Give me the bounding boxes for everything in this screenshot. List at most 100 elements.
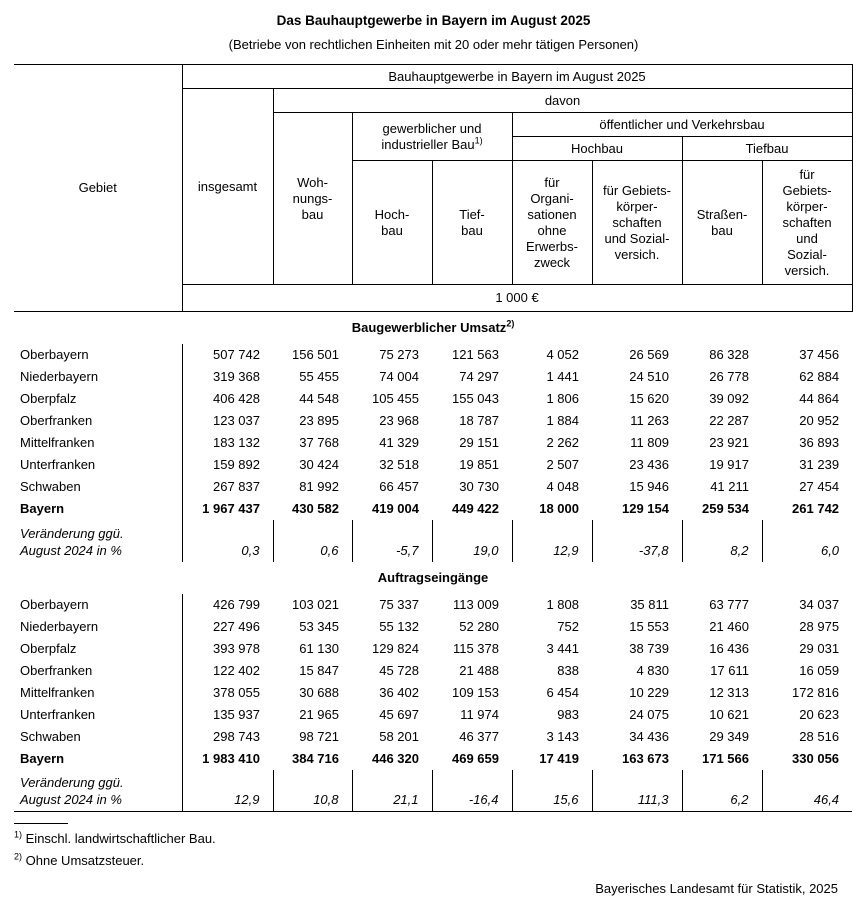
value-cell: 39 092: [709, 391, 749, 406]
table-row: Oberpfalz 393 978 61 130 129 824 115 378 3 44…: [14, 637, 852, 660]
value-cell: 21 965: [299, 707, 339, 722]
region-label: Mittelfranken: [14, 431, 183, 454]
value-cell: 74 004: [379, 369, 419, 384]
table-row: Unterfranken 159 892 30 424 32 518 19 851 2 5…: [14, 453, 852, 476]
value-cell: 44 864: [799, 391, 840, 406]
header-span-bauhauptgewerbe: Bauhauptgewerbe in Bayern im August 2025: [181, 64, 853, 89]
value-cell: 156 501: [292, 347, 339, 362]
value-cell: 61 130: [299, 641, 339, 656]
value-cell: 34 436: [629, 729, 669, 744]
value-cell: 10 621: [709, 707, 749, 722]
value-cell: 2 262: [546, 435, 579, 450]
change-value-cell: 10,8: [272, 769, 352, 812]
table-row: Oberbayern 507 742 156 501 75 273 121 563 4 0…: [14, 343, 852, 366]
value-cell: 103 021: [292, 597, 339, 612]
value-cell: 3 143: [546, 729, 579, 744]
value-cell: 41 211: [710, 479, 749, 494]
change-value-cell: 111,3: [591, 769, 682, 812]
section-title-row: Auftragseingänge: [14, 562, 852, 594]
value-cell: 155 043: [452, 391, 499, 406]
column-header-hochbau: Hoch- bau: [351, 160, 433, 285]
value-cell: 19 917: [709, 457, 749, 472]
table-row: Oberpfalz 406 428 44 548 105 455 155 043 1 80…: [14, 387, 852, 410]
change-value-cell: 8,2: [681, 519, 762, 562]
value-cell: 41 329: [379, 435, 419, 450]
change-row: Veränderung ggü. August 2024 in % 12,9 10,…: [14, 769, 853, 812]
table-row: Mittelfranken 183 132 37 768 41 329 29 151 2 …: [14, 431, 852, 454]
value-cell: 430 582: [292, 501, 339, 516]
value-cell: 15 620: [629, 391, 669, 406]
value-cell: 81 992: [299, 479, 339, 494]
change-value-cell: 12,9: [511, 519, 592, 562]
value-cell: 115 378: [452, 641, 499, 656]
table-row: Oberbayern 426 799 103 021 75 337 113 009 1 8…: [14, 593, 852, 616]
value-cell: 32 518: [379, 457, 419, 472]
section-title-row: Baugewerblicher Umsatz2): [14, 312, 852, 344]
value-cell: 319 368: [213, 369, 260, 384]
change-value-cell: -16,4: [431, 769, 512, 812]
value-cell: 62 884: [799, 369, 840, 384]
value-cell: 11 974: [460, 707, 499, 722]
column-header-insgesamt: insgesamt: [181, 88, 274, 285]
column-header-gebietskoerperschaften-hochbau: für Gebiets- körper- schaften und Sozial…: [591, 160, 683, 285]
value-cell: 21 460: [709, 619, 749, 634]
page-title: Das Bauhauptgewerbe in Bayern im August …: [276, 13, 591, 28]
value-cell: 838: [557, 663, 579, 678]
value-cell: 1 884: [546, 413, 579, 428]
value-cell: 22 287: [709, 413, 749, 428]
value-cell: 4 048: [546, 479, 579, 494]
column-header-wohnungsbau: Woh- nungs- bau: [272, 112, 353, 285]
value-cell: 21 488: [459, 663, 499, 678]
value-cell: 16 059: [799, 663, 840, 678]
column-header-tiefbau: Tief- bau: [431, 160, 513, 285]
value-cell: 74 297: [459, 369, 499, 384]
value-cell: 15 847: [299, 663, 339, 678]
value-cell: 384 716: [292, 751, 339, 766]
page-subtitle: (Betriebe von rechtlichen Einheiten mit …: [228, 37, 639, 52]
table-row: Oberfranken 123 037 23 895 23 968 18 787 1 88…: [14, 409, 852, 432]
value-cell: 1 441: [546, 369, 579, 384]
value-cell: 983: [557, 707, 579, 722]
value-cell: 4 830: [636, 663, 669, 678]
value-cell: 11 809: [630, 435, 669, 450]
change-value-cell: 19,0: [431, 519, 512, 562]
column-header-strassenbau: Straßen- bau: [681, 160, 763, 285]
value-cell: 183 132: [213, 435, 260, 450]
value-cell: 23 895: [299, 413, 339, 428]
value-cell: 330 056: [792, 751, 840, 766]
value-cell: 27 454: [799, 479, 840, 494]
value-cell: 44 548: [299, 391, 339, 406]
value-cell: 35 811: [630, 597, 669, 612]
change-value-cell: -5,7: [351, 519, 432, 562]
value-cell: 23 968: [379, 413, 419, 428]
value-cell: 23 921: [709, 435, 749, 450]
value-cell: 98 721: [299, 729, 339, 744]
value-cell: 20 623: [799, 707, 840, 722]
value-cell: 36 402: [379, 685, 419, 700]
header-span-tiefbau: Tiefbau: [681, 136, 853, 161]
change-value-cell: 0,6: [272, 519, 352, 562]
region-label: Oberbayern: [14, 593, 183, 616]
change-value-cell: 15,6: [511, 769, 592, 812]
value-cell: 261 742: [792, 501, 840, 516]
table-row: Schwaben 267 837 81 992 66 457 30 730 4 048 15…: [14, 475, 852, 498]
value-cell: 227 496: [213, 619, 260, 634]
value-cell: 17 611: [710, 663, 749, 678]
value-cell: 449 422: [452, 501, 499, 516]
value-cell: 26 569: [629, 347, 669, 362]
value-cell: 469 659: [452, 751, 499, 766]
value-cell: 86 328: [709, 347, 749, 362]
column-header-gebietskoerperschaften-tiefbau: für Gebiets- körper- schaften und Sozial…: [761, 160, 853, 285]
footnote-2-text: Ohne Umsatzsteuer.: [25, 853, 145, 868]
statistics-table: Gebiet Bauhauptgewerbe in Bayern im Augu…: [14, 64, 853, 812]
value-cell: 52 280: [459, 619, 499, 634]
value-cell: 406 428: [213, 391, 260, 406]
header-span-gewerblicher-bau: gewerblicher und industrieller Bau1): [351, 112, 513, 161]
value-cell: 2 507: [546, 457, 579, 472]
value-cell: 259 534: [702, 501, 749, 516]
value-cell: 11 263: [630, 413, 669, 428]
value-cell: 15 946: [629, 479, 669, 494]
footnote-ref-1: 1): [474, 135, 483, 146]
value-cell: 28 516: [799, 729, 840, 744]
value-cell: 1 967 437: [202, 501, 260, 516]
